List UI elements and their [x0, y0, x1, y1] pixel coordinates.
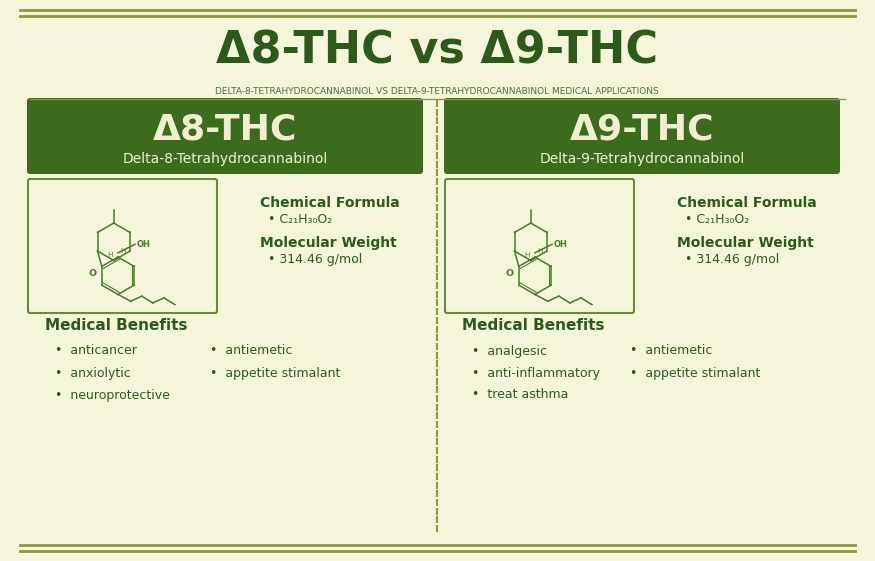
- Text: Chemical Formula: Chemical Formula: [260, 196, 400, 210]
- Text: • 314.46 g/mol: • 314.46 g/mol: [268, 252, 362, 265]
- Text: •  appetite stimalant: • appetite stimalant: [630, 366, 760, 379]
- Text: Molecular Weight: Molecular Weight: [677, 236, 814, 250]
- Text: H: H: [524, 251, 529, 257]
- Text: Δ9-THC: Δ9-THC: [570, 112, 714, 146]
- Text: •  treat asthma: • treat asthma: [472, 389, 569, 402]
- Text: •  anti-inflammatory: • anti-inflammatory: [472, 366, 600, 379]
- Text: •  antiemetic: • antiemetic: [630, 344, 712, 357]
- Text: •  appetite stimalant: • appetite stimalant: [210, 366, 340, 379]
- Text: • 314.46 g/mol: • 314.46 g/mol: [685, 252, 780, 265]
- FancyBboxPatch shape: [445, 179, 634, 313]
- Text: OH: OH: [136, 240, 150, 249]
- Text: •  anticancer: • anticancer: [55, 344, 136, 357]
- FancyBboxPatch shape: [444, 98, 840, 174]
- Text: Medical Benefits: Medical Benefits: [462, 319, 605, 333]
- Text: H: H: [121, 248, 126, 254]
- Text: Delta-9-Tetrahydrocannabinol: Delta-9-Tetrahydrocannabinol: [539, 152, 745, 166]
- Text: DELTA-8-TETRAHYDROCANNABINOL VS DELTA-9-TETRAHYDROCANNABINOL MEDICAL APPLICATION: DELTA-8-TETRAHYDROCANNABINOL VS DELTA-9-…: [215, 86, 659, 95]
- Text: Δ8-THC: Δ8-THC: [153, 112, 298, 146]
- Text: Chemical Formula: Chemical Formula: [677, 196, 816, 210]
- Text: •  neuroprotective: • neuroprotective: [55, 389, 170, 402]
- Text: •  anxiolytic: • anxiolytic: [55, 366, 130, 379]
- Text: Molecular Weight: Molecular Weight: [260, 236, 396, 250]
- FancyBboxPatch shape: [28, 179, 217, 313]
- Text: •  analgesic: • analgesic: [472, 344, 547, 357]
- Text: OH: OH: [554, 240, 568, 249]
- Text: H: H: [537, 248, 542, 254]
- Text: Δ8-THC vs Δ9-THC: Δ8-THC vs Δ9-THC: [216, 30, 658, 72]
- Text: Delta-8-Tetrahydrocannabinol: Delta-8-Tetrahydrocannabinol: [123, 152, 327, 166]
- Text: • C₂₁H₃₀O₂: • C₂₁H₃₀O₂: [268, 213, 332, 226]
- Text: H: H: [107, 251, 112, 257]
- Text: O: O: [506, 269, 514, 278]
- Text: • C₂₁H₃₀O₂: • C₂₁H₃₀O₂: [685, 213, 749, 226]
- Text: •  antiemetic: • antiemetic: [210, 344, 292, 357]
- Text: O: O: [88, 269, 96, 278]
- Text: Medical Benefits: Medical Benefits: [45, 319, 187, 333]
- FancyBboxPatch shape: [27, 98, 423, 174]
